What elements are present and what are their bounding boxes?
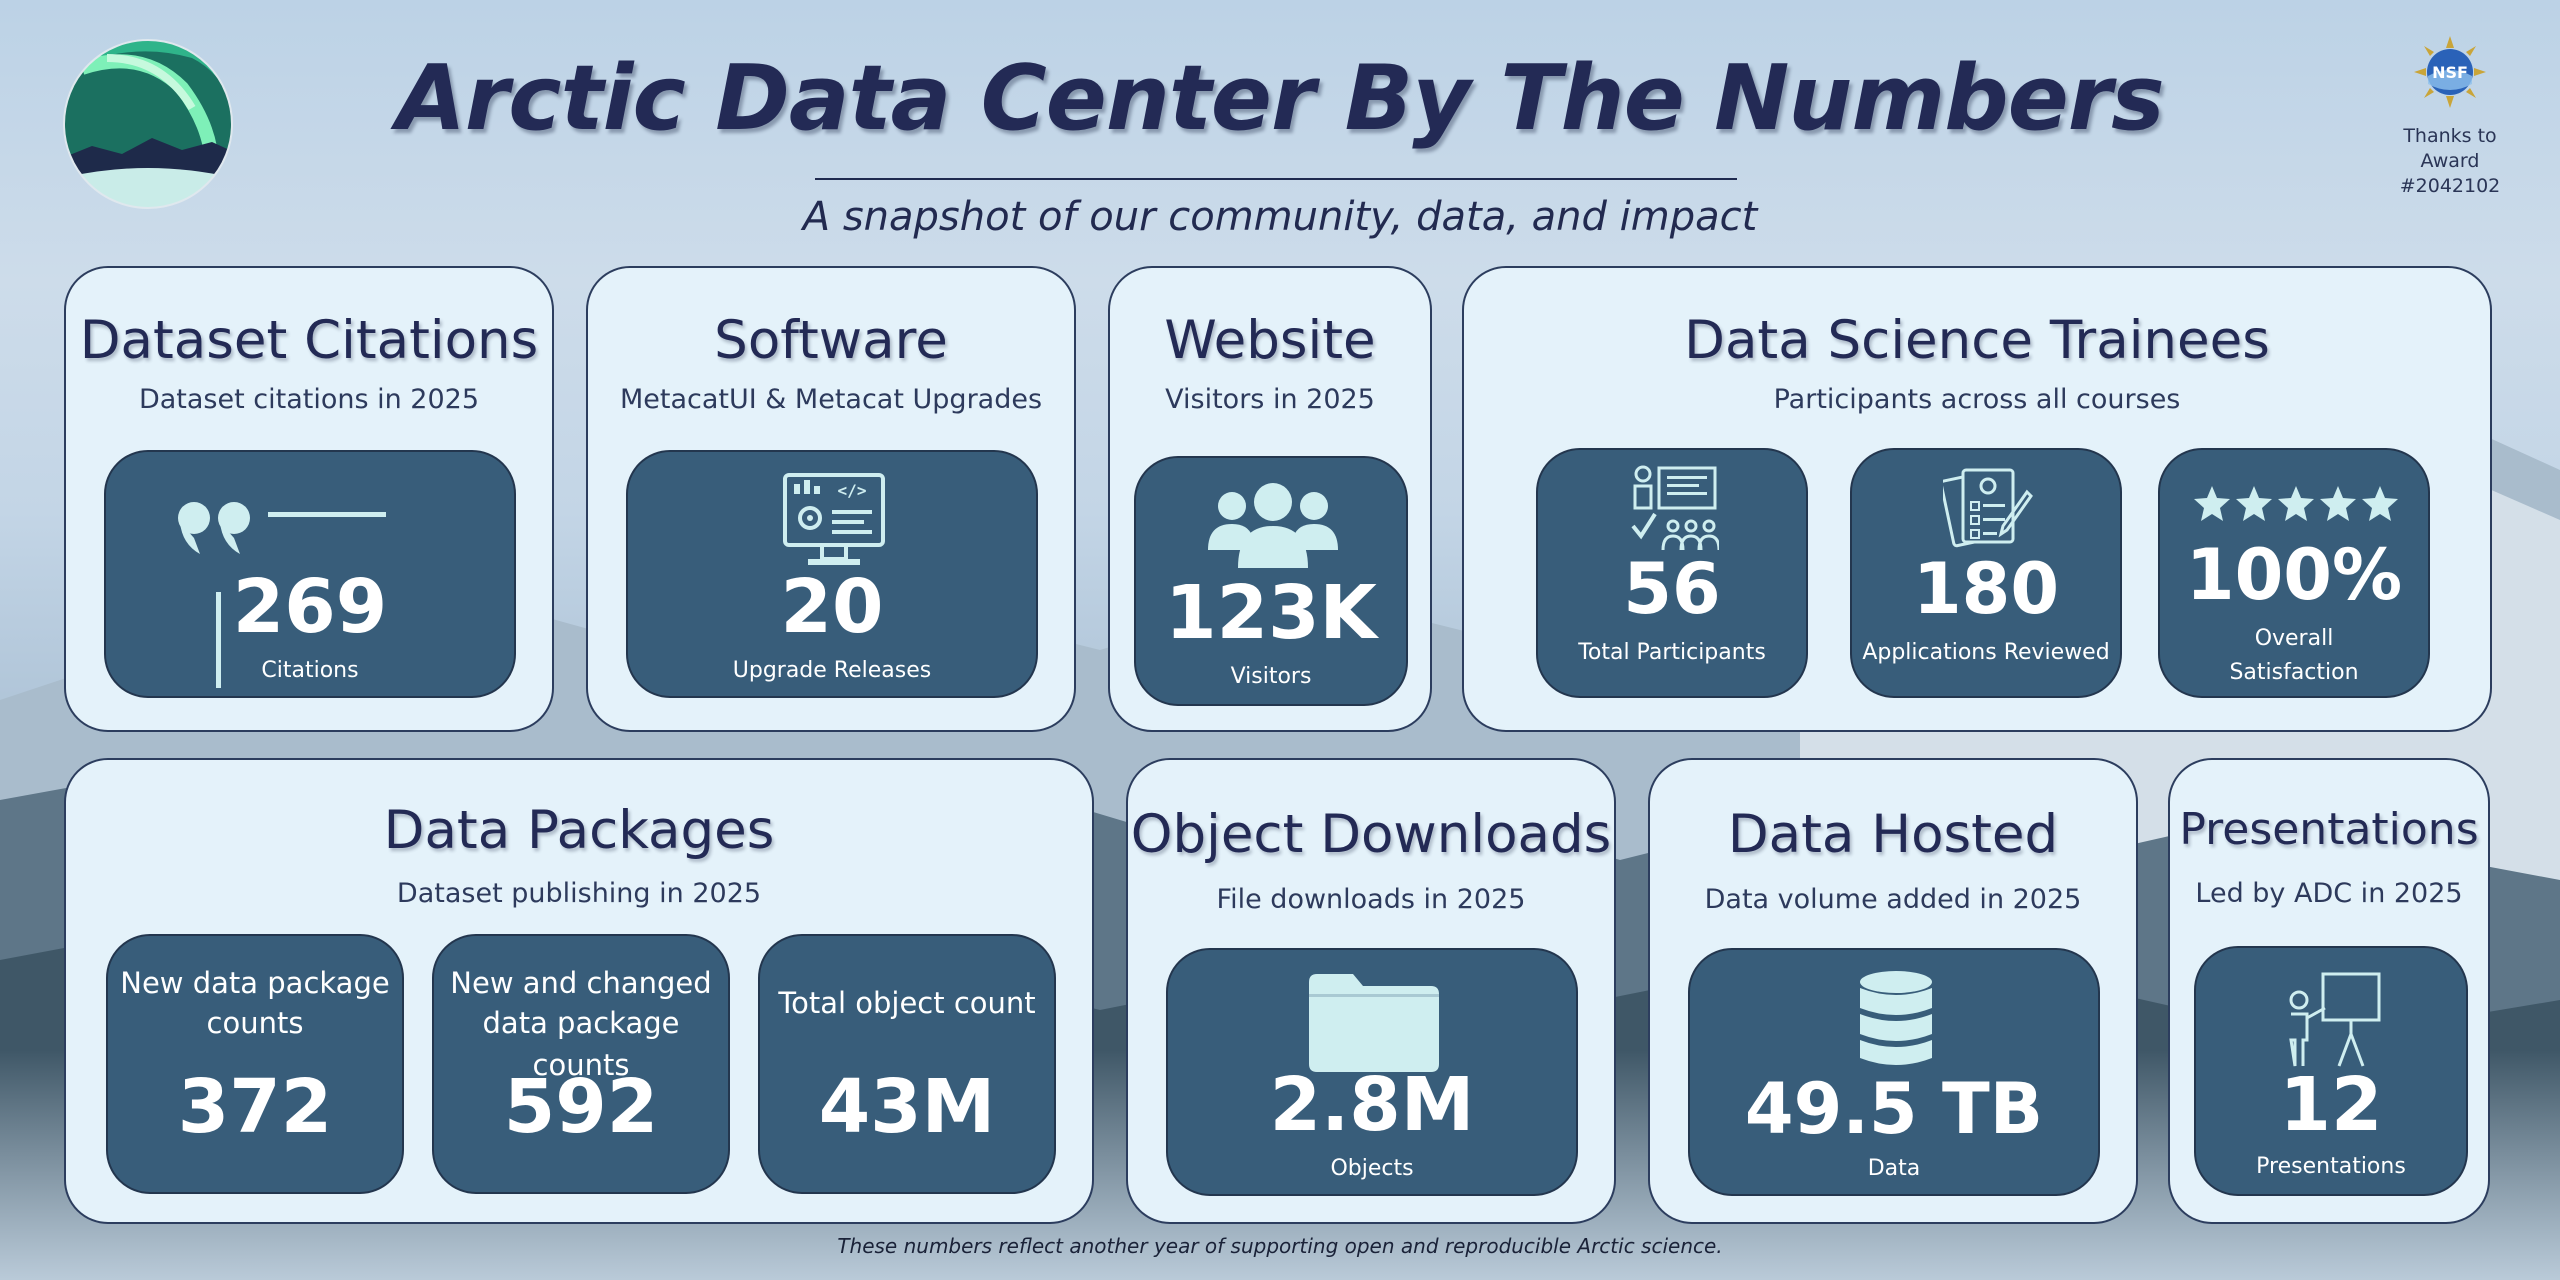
award-note: Thanks to Award #2042102: [2370, 124, 2530, 199]
card-subtitle: MetacatUI & Metacat Upgrades: [619, 384, 1043, 415]
card-dataset-citations: Dataset Citations Dataset citations in 2…: [64, 266, 554, 732]
presentations-value: 12: [2279, 1062, 2383, 1148]
participants-label: Total Participants: [1578, 640, 1766, 665]
card-title: Data Hosted: [1727, 804, 2059, 865]
quote-icon: [178, 502, 386, 688]
card-object-downloads: Object Downloads File downloads in 2025 …: [1126, 758, 1616, 1224]
hosted-value: 49.5 TB: [1744, 1068, 2044, 1150]
object-count-heading: Total object count: [778, 986, 1036, 1020]
software-value: 20: [780, 564, 884, 650]
card-data-packages: Data Packages Dataset publishing in 2025…: [64, 758, 1094, 1224]
new-packages-heading-line-2: counts: [206, 1006, 304, 1040]
participants-tile: 56 Total Participants: [1536, 448, 1808, 698]
card-title: Data Science Trainees: [1684, 310, 2270, 371]
card-subtitle: Dataset citations in 2025: [138, 384, 480, 415]
award-line-1: Thanks to: [2403, 125, 2497, 147]
citations-label: Citations: [261, 658, 359, 683]
changed-packages-heading-line-1: New and changed: [450, 966, 712, 1000]
downloads-tile: 2.8M Objects: [1166, 948, 1578, 1196]
participants-value: 56: [1623, 548, 1721, 630]
downloads-value: 2.8M: [1269, 1062, 1475, 1148]
title-divider: [815, 178, 1737, 180]
card-subtitle: Dataset publishing in 2025: [396, 878, 762, 909]
card-title: Website: [1164, 310, 1376, 371]
nsf-logo: NSF: [2414, 36, 2486, 108]
citations-value: 269: [232, 564, 388, 650]
new-packages-tile: New data package counts 372: [106, 934, 404, 1194]
new-packages-heading-line-1: New data package: [120, 966, 390, 1000]
card-website: Website Visitors in 2025 123K Visitors: [1108, 266, 1432, 732]
arctic-data-center-logo: [63, 39, 233, 209]
page-title: Arctic Data Center By The Numbers: [396, 46, 2164, 151]
changed-packages-heading-line-2: data package counts: [482, 1006, 680, 1082]
card-subtitle: Participants across all courses: [1773, 384, 2181, 415]
footer-note: These numbers reflect another year of su…: [837, 1234, 1723, 1258]
applications-value: 180: [1912, 548, 2060, 630]
users-icon: [1208, 483, 1338, 568]
website-tile: 123K Visitors: [1134, 456, 1408, 706]
card-title: Object Downloads: [1130, 804, 1612, 865]
card-subtitle: Data volume added in 2025: [1704, 884, 2082, 915]
card-data-science-trainees: Data Science Trainees Participants acros…: [1462, 266, 2492, 732]
software-label: Upgrade Releases: [732, 658, 932, 683]
software-tile: </> 20 Upgrade Releases: [626, 450, 1038, 698]
application-form-icon: [1943, 468, 2033, 548]
card-subtitle: File downloads in 2025: [1216, 884, 1526, 915]
applications-label: Applications Reviewed: [1862, 640, 2110, 665]
satisfaction-value: 100%: [2185, 534, 2403, 616]
applications-tile: 180 Applications Reviewed: [1850, 448, 2122, 698]
new-packages-value: 372: [177, 1064, 333, 1150]
card-software: Software MetacatUI & Metacat Upgrades </…: [586, 266, 1076, 732]
folder-icon: [1309, 974, 1439, 1072]
card-presentations: Presentations Led by ADC in 2025 12 Pres…: [2168, 758, 2490, 1224]
changed-packages-tile: New and changed data package counts 592: [432, 934, 730, 1194]
presenter-board-icon: [2289, 972, 2381, 1067]
nsf-logo-text: NSF: [2432, 63, 2468, 82]
svg-text:</>: </>: [838, 481, 867, 500]
object-count-value: 43M: [818, 1064, 996, 1150]
card-data-hosted: Data Hosted Data volume added in 2025 49…: [1648, 758, 2138, 1224]
changed-packages-value: 592: [503, 1064, 659, 1150]
database-icon: [1860, 971, 1932, 1065]
presenter-audience-icon: [1631, 465, 1719, 551]
award-line-2: Award: [2420, 150, 2480, 172]
code-monitor-icon: </>: [783, 473, 885, 565]
website-value: 123K: [1165, 570, 1377, 656]
card-title: Data Packages: [383, 800, 775, 861]
presentations-label: Presentations: [2256, 1154, 2406, 1179]
hosted-tile: 49.5 TB Data: [1688, 948, 2100, 1196]
satisfaction-label-line-2: Satisfaction: [2229, 660, 2359, 685]
page-subtitle: A snapshot of our community, data, and i…: [802, 194, 1758, 240]
card-title: Software: [714, 310, 948, 371]
card-subtitle: Led by ADC in 2025: [2195, 878, 2463, 909]
card-title: Dataset Citations: [79, 310, 539, 371]
hosted-label: Data: [1867, 1156, 1921, 1181]
award-number: #2042102: [2399, 175, 2501, 197]
five-stars-icon: [2194, 486, 2398, 521]
downloads-label: Objects: [1330, 1156, 1414, 1181]
satisfaction-tile: 100% Overall Satisfaction: [2158, 448, 2430, 698]
card-title: Presentations: [2179, 804, 2479, 855]
object-count-tile: Total object count 43M: [758, 934, 1056, 1194]
presentations-tile: 12 Presentations: [2194, 946, 2468, 1196]
website-label: Visitors: [1230, 664, 1312, 689]
card-subtitle: Visitors in 2025: [1165, 384, 1375, 415]
satisfaction-label-line-1: Overall: [2254, 626, 2334, 651]
citations-tile: 269 Citations: [104, 450, 516, 698]
